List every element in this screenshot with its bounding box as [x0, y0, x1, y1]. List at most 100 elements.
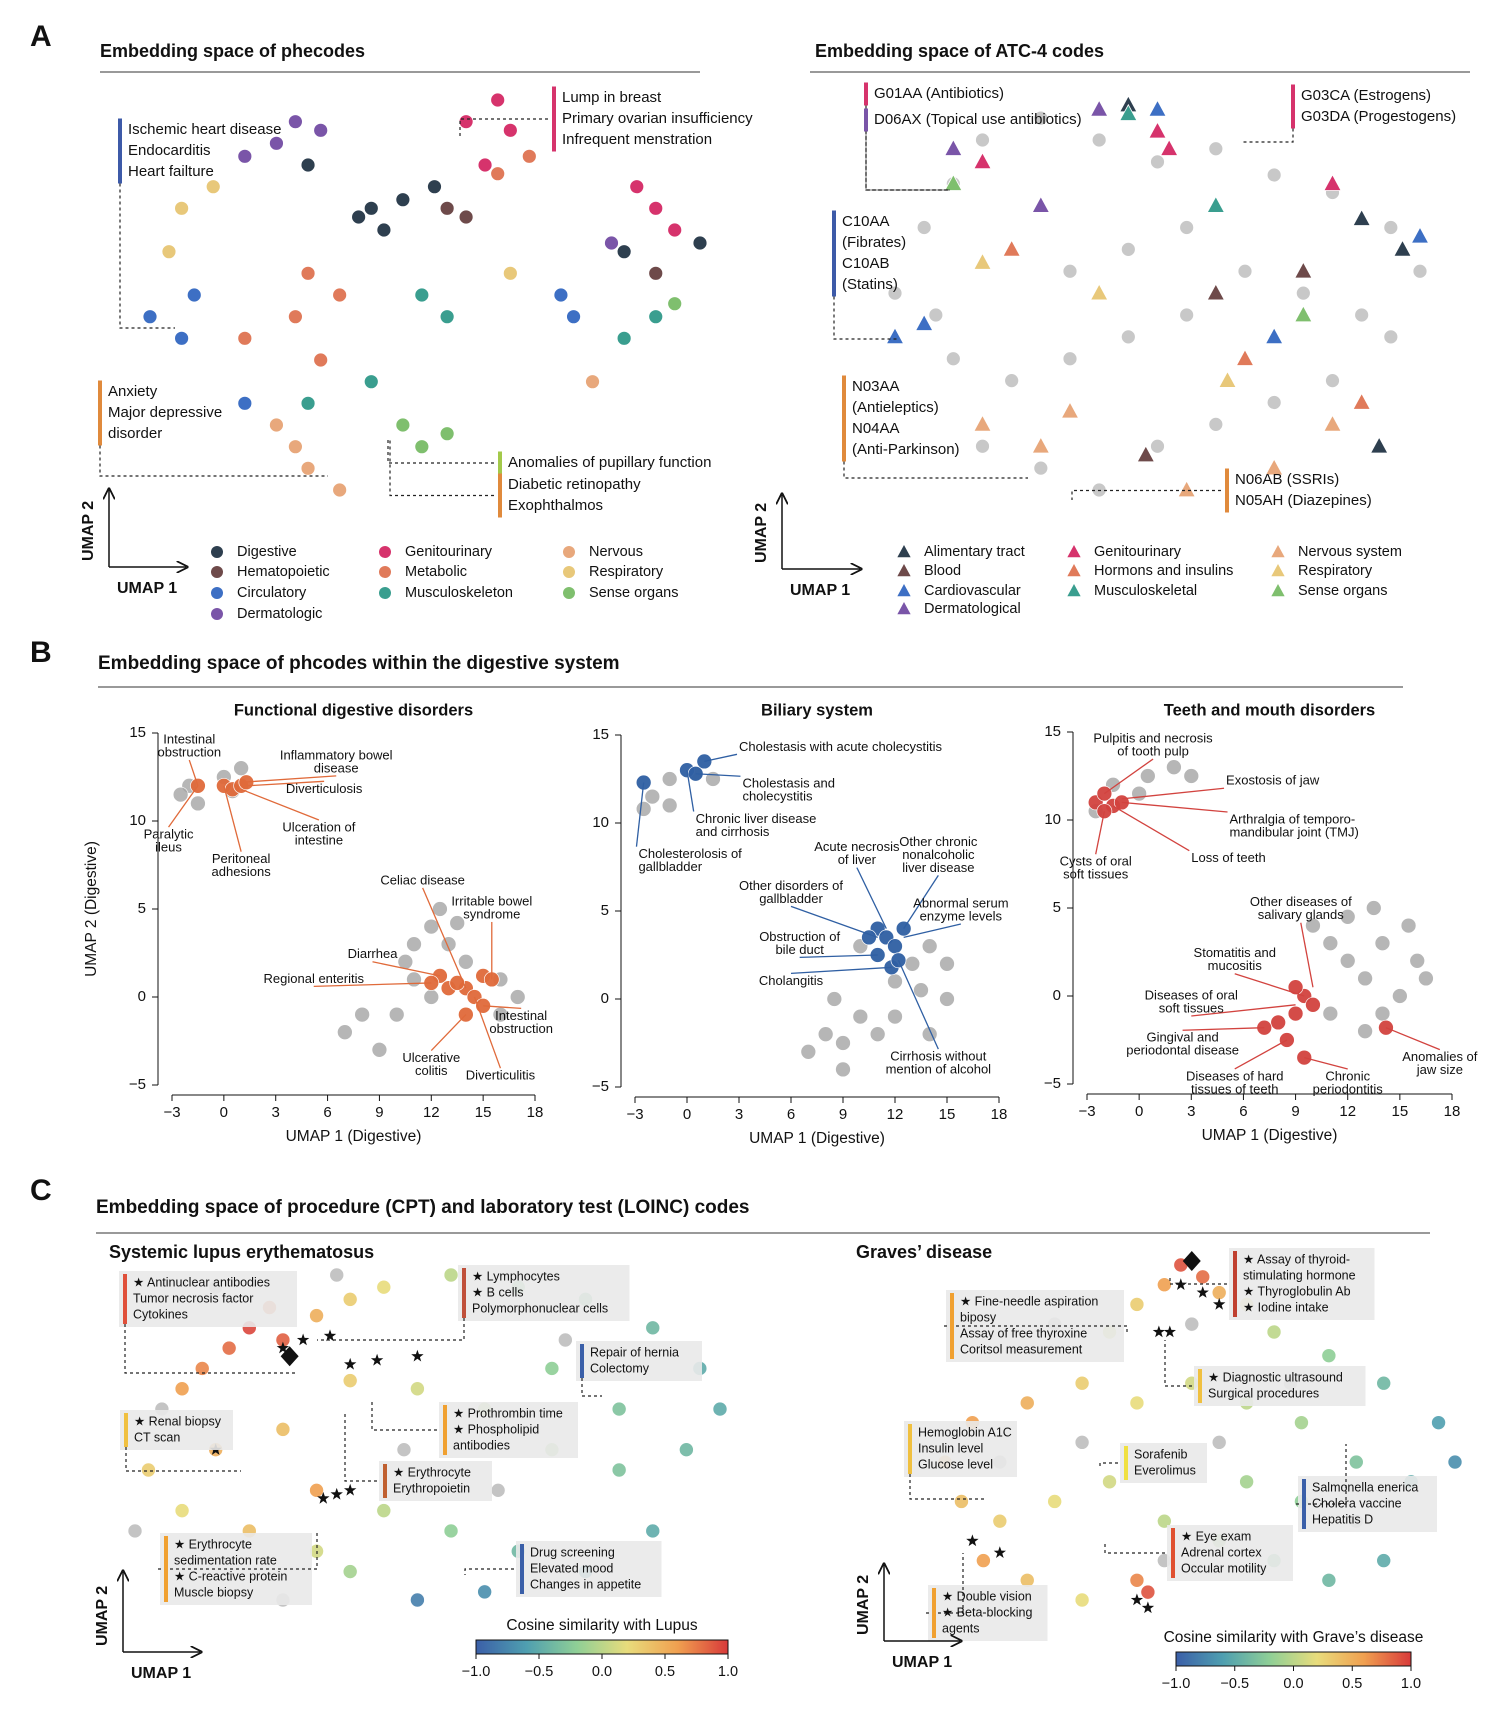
annotation-bar — [98, 380, 102, 446]
point — [410, 1592, 425, 1608]
legend-label: Genitourinary — [1094, 544, 1182, 560]
leader-line — [372, 961, 441, 977]
leader-line — [843, 461, 1028, 479]
background-point — [337, 1024, 353, 1041]
annotation-text: ★ Erythrocyte — [393, 1465, 471, 1479]
annotation-bar — [443, 1405, 447, 1455]
background-point — [1062, 351, 1078, 367]
star-marker — [1141, 1601, 1155, 1614]
annotation-bar — [123, 1274, 127, 1324]
x-axis-label: UMAP 1 — [790, 582, 850, 599]
point-label: obstruction — [489, 1021, 553, 1036]
annotation-bar — [118, 118, 122, 184]
point-label: Ulceration of — [282, 819, 355, 834]
point — [1352, 392, 1371, 410]
annotation-text: ★ Renal biopsy — [134, 1414, 222, 1428]
star-marker — [344, 1483, 357, 1496]
annotation-bar — [124, 1413, 128, 1447]
leader-line — [473, 996, 502, 1069]
point — [544, 1361, 560, 1376]
leader-line — [944, 1325, 1128, 1335]
point — [1348, 1454, 1364, 1470]
leader-line — [1104, 758, 1154, 795]
background-point — [928, 307, 944, 323]
point — [414, 439, 430, 455]
leader-line — [1071, 489, 1221, 500]
annotation-box — [516, 1541, 662, 1597]
point — [1294, 1415, 1309, 1430]
annotation-text: Major depressive — [108, 404, 222, 421]
point — [944, 173, 963, 191]
point — [604, 235, 619, 251]
point-label: Cysts of oral — [1060, 854, 1132, 869]
annotation-text: G03DA (Progestogens) — [1301, 108, 1456, 125]
colorbar — [1175, 1651, 1412, 1667]
annotation-text: Infrequent menstration — [562, 131, 712, 148]
highlight-point — [1305, 996, 1321, 1013]
annotation-bar — [580, 1344, 584, 1378]
star-marker — [1152, 1325, 1166, 1338]
point — [712, 1401, 728, 1417]
point — [1060, 401, 1080, 419]
point — [174, 1503, 190, 1518]
y-axis-label: UMAP 2 — [753, 503, 770, 563]
legend-label: Musculoskeletal — [1094, 583, 1197, 599]
legend-label: Metabolic — [405, 564, 467, 580]
point — [611, 1401, 627, 1417]
background-point — [1400, 917, 1417, 934]
legend-marker — [1067, 545, 1081, 558]
background-point — [1033, 110, 1049, 126]
y-tick-label: −5 — [1044, 1075, 1061, 1092]
point-label: obstruction — [157, 744, 221, 759]
point-label: periodontal disease — [1126, 1043, 1239, 1058]
leader-line — [223, 785, 242, 852]
panel-label: B — [30, 636, 52, 669]
annotation-bar — [1124, 1446, 1128, 1480]
annotation-text: ★ Diagnostic ultrasound — [1208, 1370, 1343, 1384]
point — [237, 330, 253, 346]
annotation-text: Heart failture — [128, 163, 214, 180]
x-tick-label: 0 — [220, 1104, 228, 1121]
annotation-text: Erythropoietin — [393, 1481, 470, 1495]
point — [1369, 436, 1389, 454]
leader-line — [581, 1378, 602, 1397]
annotation-text: Drug screening — [530, 1545, 615, 1559]
point-label: Chronic liver disease — [696, 811, 817, 826]
colorbar-tick-label: 0.0 — [592, 1664, 612, 1680]
point — [645, 1320, 661, 1336]
leader-line — [344, 1411, 377, 1482]
chart-title: Teeth and mouth disorders — [1164, 701, 1375, 719]
annotation-box — [458, 1265, 630, 1321]
annotation-text: Adrenal cortex — [1181, 1545, 1262, 1559]
leader-line — [903, 875, 939, 929]
background-point — [1418, 970, 1434, 987]
background-point — [939, 955, 955, 972]
legend-marker — [211, 608, 223, 620]
x-tick-label: 6 — [787, 1106, 795, 1123]
annotation-text: ★ C-reactive protein — [174, 1569, 287, 1583]
point — [490, 166, 506, 182]
point — [477, 157, 493, 173]
point — [611, 1462, 627, 1478]
point — [309, 1308, 324, 1323]
point — [1159, 138, 1179, 156]
point — [237, 395, 253, 411]
background-point — [1120, 241, 1136, 257]
x-tick-label: 15 — [939, 1106, 956, 1123]
point — [288, 439, 303, 455]
point-label: Obstruction of — [759, 929, 840, 944]
background-point — [1139, 768, 1156, 784]
point-label: syndrome — [463, 906, 520, 921]
point — [161, 244, 177, 260]
point — [954, 1494, 969, 1509]
point-label: Intestinal — [495, 1008, 547, 1023]
point-label: Paralytic — [144, 827, 194, 842]
annotation-text: antibodies — [453, 1438, 510, 1452]
annotation-text: ★ B cells — [472, 1285, 524, 1299]
x-tick-label: 12 — [887, 1106, 904, 1123]
colorbar-tick-label: 0.5 — [655, 1664, 675, 1680]
annotation-text: Salmonella enerica — [1312, 1480, 1418, 1494]
leader-line — [1234, 1039, 1288, 1070]
background-point — [835, 1061, 851, 1078]
